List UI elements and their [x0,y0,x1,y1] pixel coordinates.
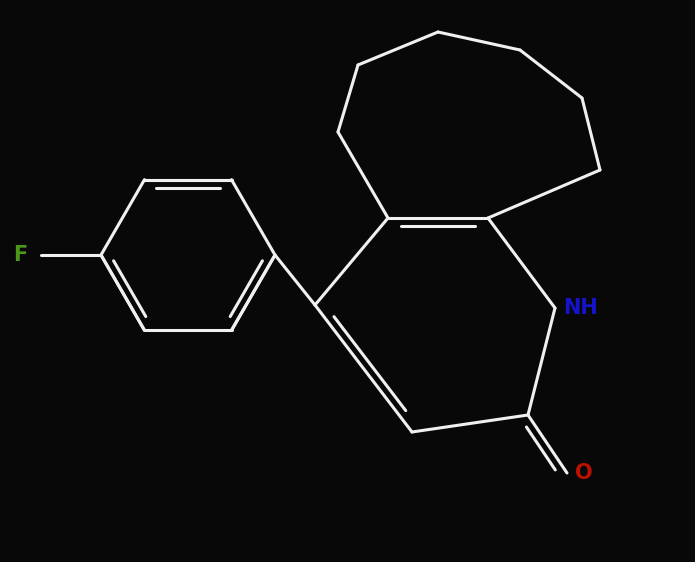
Text: NH: NH [563,298,598,318]
Text: F: F [13,245,27,265]
Text: O: O [575,463,593,483]
